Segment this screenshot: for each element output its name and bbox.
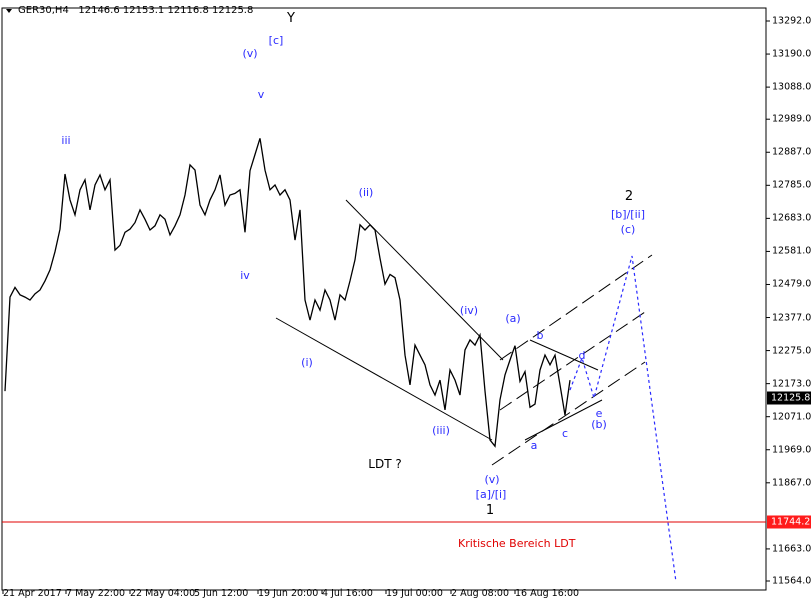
price-tick-label: 12581.0: [772, 245, 811, 257]
wave-label: (iv): [459, 304, 479, 317]
trendline[interactable]: [491, 361, 646, 466]
collapse-triangle-icon[interactable]: [6, 9, 12, 13]
price-tick-label: 11969.0: [772, 444, 811, 456]
price-tick-label: 13190.0: [772, 48, 811, 60]
trendline[interactable]: [275, 317, 493, 441]
time-tick-label: 21 Apr 2017: [3, 588, 62, 599]
wave-label: iv: [240, 269, 250, 282]
trendline[interactable]: [524, 399, 603, 441]
wave-label: e: [595, 407, 603, 420]
price-tick-label: 12377.0: [772, 312, 811, 324]
price-tick-label: 12479.0: [772, 278, 811, 290]
price-tick-label: 12683.0: [772, 212, 811, 224]
wave-label: [c]: [268, 34, 284, 47]
price-series: [4, 138, 571, 448]
critical-level-tag: 11744.2: [767, 515, 811, 529]
trendline[interactable]: [529, 339, 599, 371]
wave-label: Y: [287, 11, 295, 26]
trendline[interactable]: [499, 254, 653, 361]
wave-label: 1: [485, 503, 495, 518]
chart-header: GER30,H4 12146.6 12153.1 12116.8 12125.8: [18, 5, 253, 16]
wave-label: (c): [620, 223, 636, 236]
price-tick-label: 12989.0: [772, 113, 811, 125]
wave-label: c: [561, 427, 569, 440]
low-price: 12116.8: [167, 5, 209, 16]
price-tick-label: 11564.0: [772, 575, 811, 587]
trendline[interactable]: [499, 309, 649, 411]
time-tick-label: 19 Jul 00:00: [386, 588, 443, 599]
price-tick-label: 13292.0: [772, 15, 811, 27]
close-price: 12125.8: [212, 5, 254, 16]
trendline[interactable]: [345, 199, 504, 361]
time-tick-label: 19 Jun 20:00: [258, 588, 319, 599]
wave-label: (a): [505, 312, 521, 325]
wave-label: v: [257, 88, 265, 101]
symbol: GER30,H4: [18, 5, 69, 16]
critical-label: Kritische Bereich LDT: [458, 537, 576, 550]
price-tick-label: 11663.0: [772, 543, 811, 555]
high-price: 12153.1: [122, 5, 165, 16]
price-tick-label: 12785.0: [772, 179, 811, 191]
wave-label: (v): [484, 473, 500, 486]
wave-label: (i): [301, 356, 313, 369]
projection-path: [569, 255, 677, 583]
wave-label: (iii): [432, 424, 450, 437]
price-tick-label: 13088.0: [772, 81, 811, 93]
time-tick-label: 4 Jul 16:00: [322, 588, 373, 599]
price-tick-label: 12887.0: [772, 146, 811, 158]
price-tick-label: 11867.0: [772, 477, 811, 489]
price-tick-label: 12275.0: [772, 345, 811, 357]
wave-label: LDT ?: [368, 457, 402, 471]
wave-label: iii: [61, 134, 71, 147]
plot-frame: [1, 7, 767, 591]
wave-label: a: [530, 439, 538, 452]
time-tick-label: 16 Aug 16:00: [515, 588, 580, 599]
current-price-tag: 12125.8: [767, 391, 811, 405]
wave-label: (ii): [358, 186, 374, 199]
time-tick-label: 7 May 22:00: [66, 588, 126, 599]
time-tick-label: 22 May 04:00: [130, 588, 196, 599]
price-tick-label: 12071.0: [772, 411, 811, 423]
wave-label: [a]/[i]: [475, 488, 507, 501]
wave-label: (v): [242, 47, 258, 60]
wave-label: [b]/[ii]: [611, 208, 645, 221]
price-tick-label: 12173.0: [772, 378, 811, 390]
wave-label: d: [578, 349, 586, 362]
open-price: 12146.6: [78, 5, 120, 16]
wave-label: 2: [624, 189, 634, 204]
time-tick-label: 5 Jun 12:00: [194, 588, 249, 599]
wave-label: (b): [591, 418, 607, 431]
wave-label: b: [536, 329, 544, 342]
time-tick-label: 2 Aug 08:00: [451, 588, 510, 599]
